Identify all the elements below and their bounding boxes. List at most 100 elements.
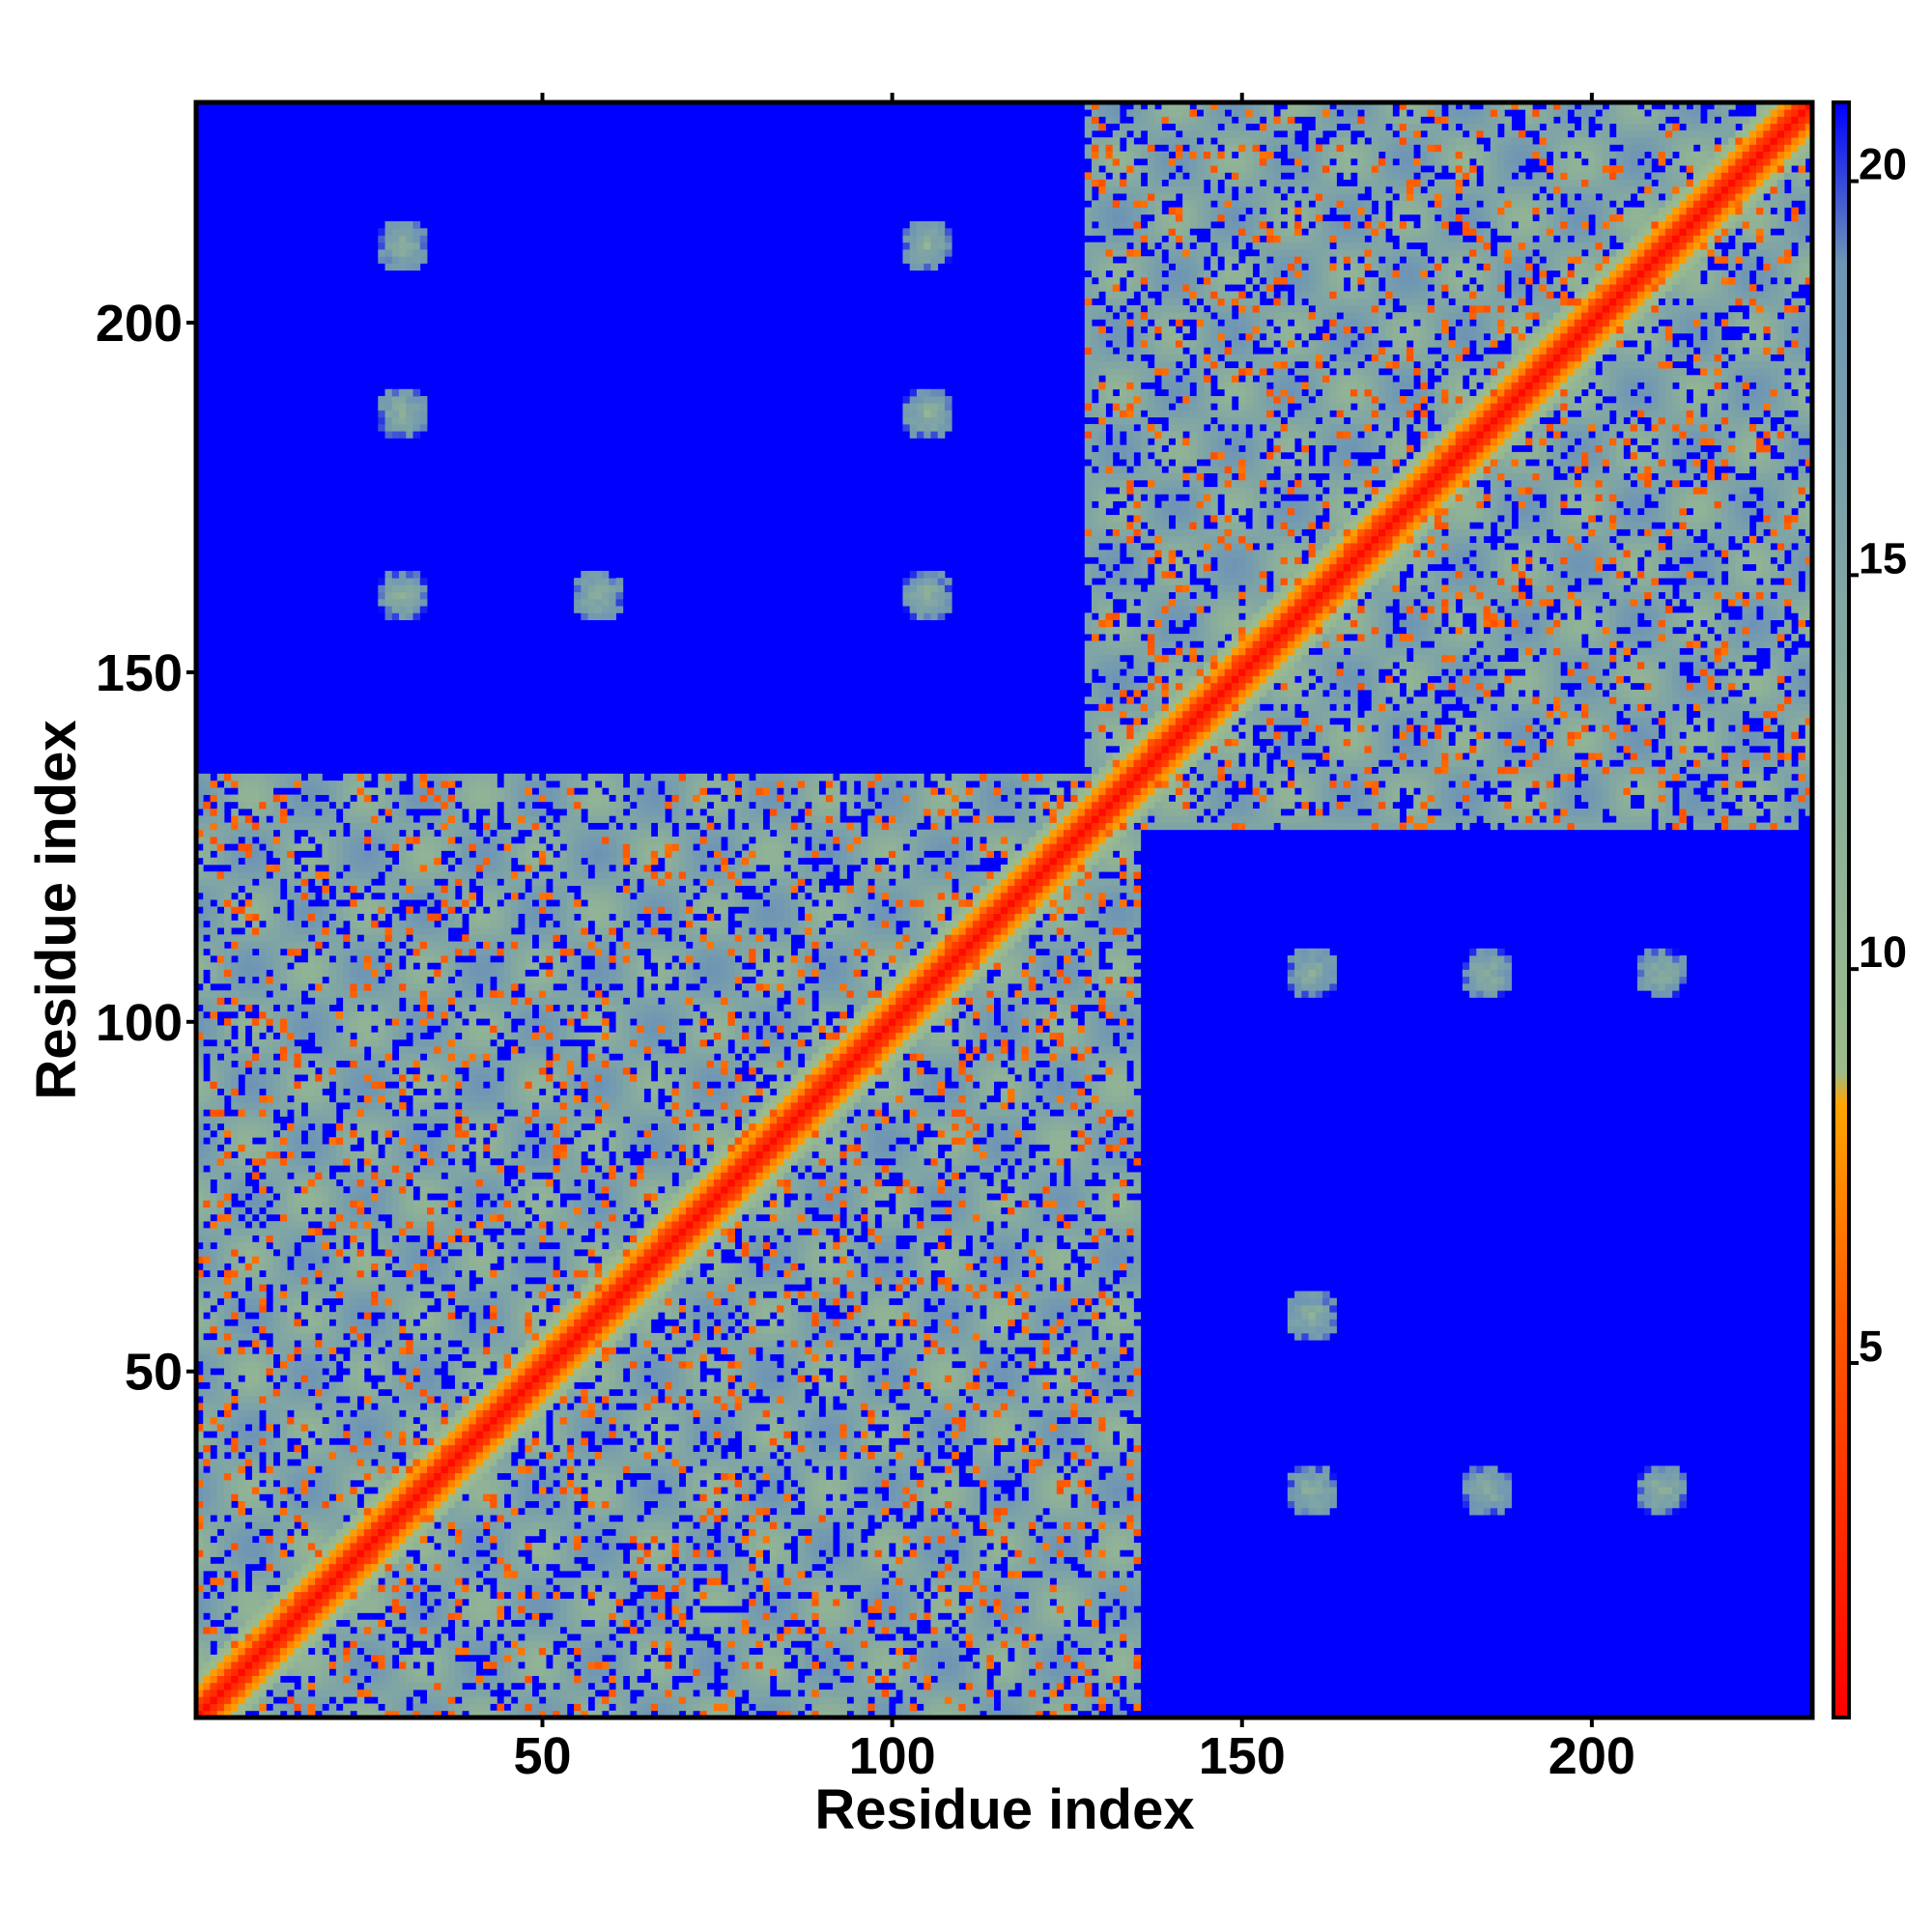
heatmap-cell [791,1634,799,1641]
heatmap-cell [532,1627,547,1634]
heatmap-cell [532,1704,547,1712]
heatmap-cell [504,1431,512,1438]
heatmap-cell [833,1557,840,1565]
heatmap-cell [699,1549,707,1557]
heatmap-cell [749,1620,756,1628]
heatmap-cell [679,1445,687,1453]
heatmap-cell [287,1564,295,1572]
heatmap-cell [469,1557,476,1565]
heatmap-cell [721,1536,728,1544]
heatmap-cell [546,1549,554,1557]
heatmap-cell [252,1424,260,1432]
heatmap-cell [574,1627,582,1634]
heatmap-cell [630,1571,638,1578]
heatmap-cell [749,1452,756,1460]
heatmap-cell [455,1690,469,1697]
heatmap-cell [406,1410,413,1418]
heatmap-cell [588,1557,596,1565]
heatmap-cell [336,1508,344,1516]
heatmap-cell [839,1640,847,1648]
heatmap-cell [336,1487,344,1494]
heatmap-cell [581,1696,588,1704]
heatmap-cell [440,1612,448,1620]
heatmap-cell [392,1612,400,1620]
heatmap-cell [1008,1452,1015,1460]
heatmap-cell [440,1696,448,1704]
heatmap-cell [902,1612,910,1620]
heatmap-cell [1022,1543,1030,1550]
heatmap-cell [203,1473,211,1481]
heatmap-cell [252,1473,260,1481]
heatmap-cell [665,1690,672,1697]
heatmap-cell [329,1676,337,1684]
heatmap-cell [805,1515,819,1522]
heatmap-cell [392,1521,400,1529]
heatmap-cell [490,1437,497,1445]
heatmap-cell [385,1501,393,1509]
heatmap-cell [1078,1662,1086,1669]
heatmap-cell [973,1396,980,1404]
heatmap-cell [875,1529,883,1537]
heatmap-cell [231,1690,239,1697]
heatmap-cell [224,1493,232,1501]
heatmap-cell [763,1431,771,1438]
heatmap-cell [882,1655,890,1662]
heatmap-cell [1120,1584,1127,1592]
heatmap-cell [231,1696,239,1704]
heatmap-cell [616,1410,624,1418]
heatmap-cell [616,1668,624,1676]
heatmap-cell [231,1521,239,1529]
heatmap-cell [539,1501,547,1509]
heatmap-cell [1036,1445,1043,1453]
heatmap-cell [434,1445,441,1453]
heatmap-cell [727,1676,735,1684]
heatmap-cell [721,1648,728,1656]
heatmap-cell [693,1410,700,1418]
heatmap-cell [721,1459,728,1466]
heatmap-cell [895,1640,903,1648]
heatmap-cell [833,1640,840,1648]
heatmap-cell [742,1683,750,1690]
heatmap-cell [958,1696,966,1704]
heatmap-cell [867,1480,875,1488]
heatmap-cell [1113,1480,1121,1488]
heatmap-cell [357,1389,365,1397]
heatmap-cell [671,1501,679,1509]
heatmap-cell [895,1599,903,1606]
heatmap-cell [602,1501,610,1509]
heatmap-cell [910,1612,918,1620]
heatmap-cell [392,1690,400,1697]
heatmap-cell [588,1403,596,1410]
heatmap-cell [231,1648,239,1656]
heatmap-cell [861,1612,868,1620]
heatmap-cell [1014,1676,1022,1684]
heatmap-cell [406,1564,413,1572]
heatmap-cell [483,1634,491,1641]
heatmap-cell [798,1445,806,1453]
heatmap-cell [231,1410,239,1418]
heatmap-cell [1665,1480,1673,1488]
heatmap-cell [826,1424,834,1432]
heatmap-cell [217,1501,225,1509]
heatmap-cell [567,1668,575,1676]
heatmap-cell [994,1536,1002,1544]
heatmap-cell [336,1634,344,1641]
heatmap-cell [364,1437,372,1445]
heatmap-cell [902,1543,910,1550]
heatmap-cell [371,1605,379,1613]
heatmap-cell [805,1612,812,1620]
heatmap-cell [574,1584,582,1592]
heatmap-cell [574,1696,582,1704]
heatmap-cell [994,1549,1002,1557]
heatmap-cell [315,1431,323,1438]
heatmap-cell [1050,1612,1058,1620]
heatmap-cell [847,1557,855,1565]
heatmap-cell [1098,1424,1106,1432]
heatmap-cell [854,1577,862,1585]
heatmap-cell [546,1480,554,1488]
heatmap-cell [553,1592,560,1600]
heatmap-cell [1469,1501,1477,1509]
heatmap-cell [651,1577,659,1585]
heatmap-cell [623,1605,631,1613]
heatmap-cell [763,1487,771,1494]
